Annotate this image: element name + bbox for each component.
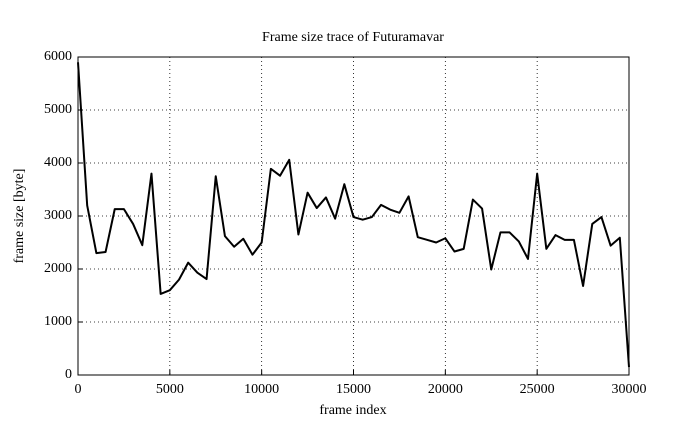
y-axis-label: frame size [byte]	[12, 169, 27, 264]
x-tick-label: 25000	[520, 382, 555, 397]
chart-title: Frame size trace of Futuramavar	[262, 30, 444, 45]
x-tick-label: 20000	[428, 382, 463, 397]
x-tick-label: 30000	[612, 382, 647, 397]
x-tick-label: 5000	[156, 382, 184, 397]
x-axis-label: frame index	[319, 403, 386, 418]
y-tick-label: 1000	[44, 314, 72, 329]
y-tick-label: 4000	[44, 155, 72, 170]
x-tick-label: 10000	[244, 382, 279, 397]
y-tick-label: 0	[65, 367, 72, 382]
y-tick-label: 3000	[44, 208, 72, 223]
x-tick-label: 0	[75, 382, 82, 397]
x-tick-label: 15000	[336, 382, 371, 397]
data-line	[77, 62, 630, 368]
y-tick-label: 6000	[44, 49, 72, 64]
y-tick-label: 2000	[44, 261, 72, 276]
y-tick-label: 5000	[44, 102, 72, 117]
